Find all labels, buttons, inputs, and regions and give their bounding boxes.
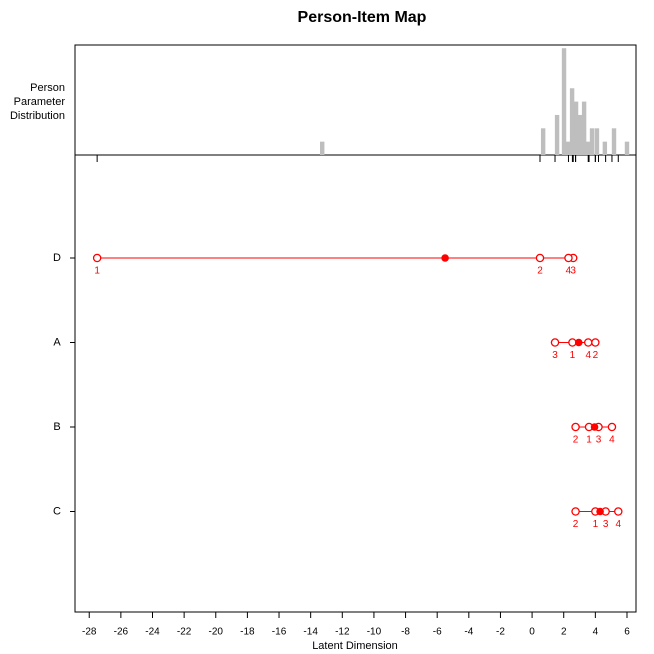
item-location xyxy=(574,338,583,347)
x-tick-label: -26 xyxy=(114,627,129,638)
threshold-label: 1 xyxy=(586,435,592,446)
threshold-label: 4 xyxy=(616,519,622,530)
x-tick-label: -18 xyxy=(240,627,255,638)
item-location xyxy=(590,423,599,431)
x-tick-label: -10 xyxy=(367,627,382,638)
threshold-label: 4 xyxy=(585,350,591,361)
threshold xyxy=(92,253,102,263)
threshold-label: 4 xyxy=(566,266,572,277)
x-tick-label: -14 xyxy=(303,627,318,638)
threshold xyxy=(583,338,593,347)
threshold xyxy=(535,253,545,263)
histogram-bar xyxy=(577,114,583,155)
x-tick-label: 2 xyxy=(561,627,567,638)
x-tick-label: 4 xyxy=(593,627,599,638)
person-label: Person xyxy=(30,82,65,94)
histogram-bar xyxy=(581,101,587,155)
histogram-bar xyxy=(602,141,608,155)
threshold xyxy=(591,338,600,347)
item-label: A xyxy=(53,336,61,348)
histogram-bar xyxy=(589,128,595,155)
threshold xyxy=(568,338,577,347)
threshold-label: 3 xyxy=(603,519,609,530)
x-tick-label: 0 xyxy=(529,627,535,638)
item-location xyxy=(596,507,604,516)
x-tick-label: -22 xyxy=(177,627,192,638)
x-tick-label: -4 xyxy=(464,627,473,638)
histogram-bar xyxy=(554,114,560,155)
person-label: Parameter xyxy=(14,96,66,108)
x-axis-title: Latent Dimension xyxy=(312,640,398,652)
x-tick-label: -6 xyxy=(433,627,442,638)
threshold xyxy=(564,253,573,263)
x-tick-label: -16 xyxy=(272,627,287,638)
threshold xyxy=(571,422,580,432)
histogram-bar xyxy=(611,128,617,155)
threshold xyxy=(607,422,617,432)
histogram-bar xyxy=(565,141,571,155)
item-location xyxy=(441,254,449,262)
histogram-bar xyxy=(573,101,579,155)
histogram-bar xyxy=(594,128,600,155)
threshold-label: 2 xyxy=(593,350,599,361)
threshold-label: 1 xyxy=(593,519,599,530)
histogram-bar xyxy=(585,141,591,155)
threshold-label: 4 xyxy=(609,435,615,446)
x-tick-label: -28 xyxy=(82,627,97,638)
threshold-label: 1 xyxy=(570,350,576,361)
bottom-panel xyxy=(74,154,637,613)
histogram-bar xyxy=(540,128,546,155)
top-panel xyxy=(74,44,637,156)
person-label: Distribution xyxy=(10,110,65,122)
histogram-bar xyxy=(569,88,575,155)
chart-title: Person-Item Map xyxy=(298,9,427,26)
threshold-label: 3 xyxy=(570,266,576,277)
threshold-label: 2 xyxy=(537,266,543,277)
item-label: B xyxy=(53,421,60,433)
histogram-bar xyxy=(561,48,567,155)
item-label: D xyxy=(53,252,61,264)
threshold xyxy=(550,338,560,347)
threshold-label: 2 xyxy=(573,435,579,446)
threshold xyxy=(614,507,623,516)
x-tick-label: -20 xyxy=(209,627,224,638)
histogram-bar xyxy=(320,141,325,155)
threshold-label: 1 xyxy=(94,266,100,277)
item-label: C xyxy=(53,505,61,517)
x-tick-label: 6 xyxy=(624,627,630,638)
threshold-label: 2 xyxy=(573,519,579,530)
x-tick-label: -12 xyxy=(335,627,350,638)
x-tick-label: -2 xyxy=(496,627,505,638)
x-tick-label: -24 xyxy=(145,627,160,638)
histogram-bar xyxy=(624,141,630,155)
threshold-label: 3 xyxy=(596,435,602,446)
threshold-label: 3 xyxy=(552,350,558,361)
x-tick-label: -8 xyxy=(401,627,410,638)
threshold xyxy=(571,507,580,516)
